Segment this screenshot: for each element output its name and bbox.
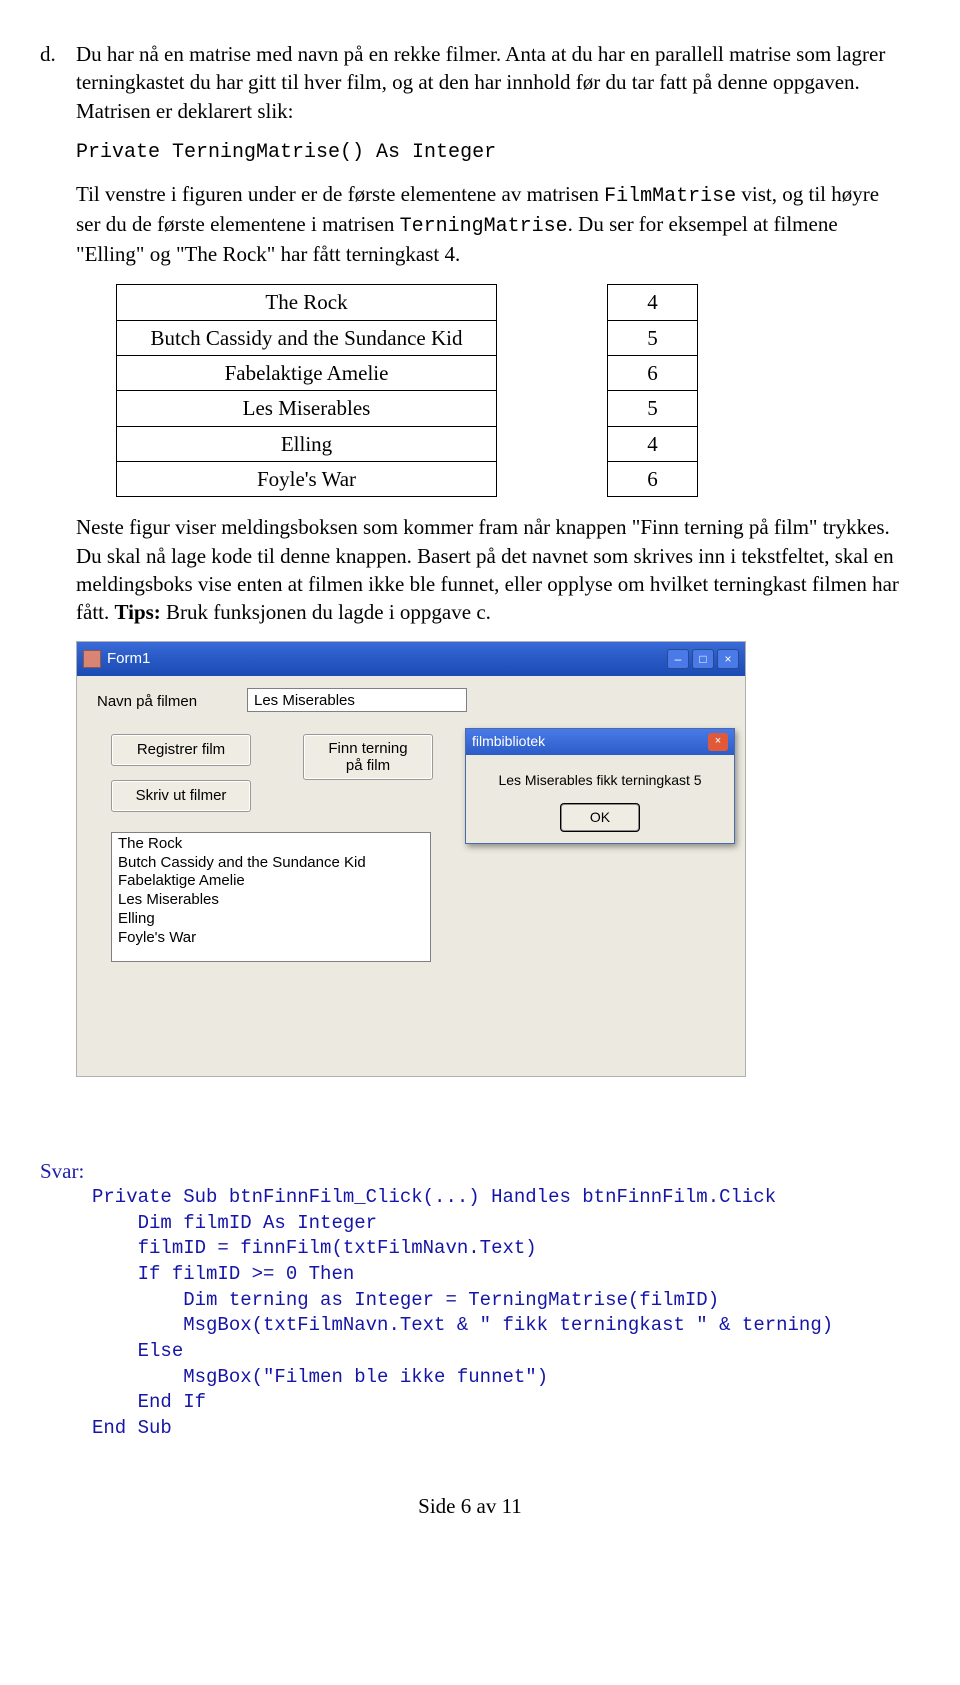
- code-line: If filmID >= 0 Then: [92, 1263, 354, 1285]
- question-content: Du har nå en matrise med navn på en rekk…: [76, 40, 900, 1087]
- table-row: 6: [608, 462, 698, 497]
- messagebox-title: filmbibliotek: [472, 732, 545, 751]
- rating-cell: 5: [608, 320, 698, 355]
- table-row: Foyle's War: [117, 462, 497, 497]
- film-table: The Rock Butch Cassidy and the Sundance …: [116, 284, 497, 497]
- table-row: 6: [608, 356, 698, 391]
- code-line: MsgBox(txtFilmNavn.Text &: [92, 1314, 480, 1336]
- code-line: Dim filmID As Integer: [92, 1212, 377, 1234]
- film-cell: Butch Cassidy and the Sundance Kid: [117, 320, 497, 355]
- list-item[interactable]: Foyle's War: [118, 929, 424, 948]
- code-line: Dim terning as Integer = TerningMatrise(…: [92, 1289, 719, 1311]
- film-cell: Foyle's War: [117, 462, 497, 497]
- film-cell: The Rock: [117, 285, 497, 320]
- answer-label: Svar:: [40, 1157, 900, 1185]
- code-line: filmID = finnFilm(txtFilmNavn.Text): [92, 1237, 537, 1259]
- rating-cell: 4: [608, 426, 698, 461]
- question-d: d. Du har nå en matrise med navn på en r…: [40, 40, 900, 1087]
- maximize-icon[interactable]: □: [692, 649, 714, 669]
- messagebox-body: Les Miserables fikk terningkast 5 OK: [466, 755, 734, 843]
- answer-code: Private Sub btnFinnFilm_Click(...) Handl…: [92, 1185, 900, 1441]
- film-name-input[interactable]: Les Miserables: [247, 688, 467, 712]
- code-line: ): [537, 1366, 548, 1388]
- window-buttons: – □ ×: [667, 649, 739, 669]
- code-line: Private Sub btnFinnFilm_Click(...) Handl…: [92, 1186, 776, 1208]
- app-icon: [83, 650, 101, 668]
- table-row: 5: [608, 391, 698, 426]
- question-marker: d.: [40, 40, 62, 1087]
- tables-row: The Rock Butch Cassidy and the Sundance …: [116, 284, 900, 497]
- rating-cell: 4: [608, 285, 698, 320]
- messagebox: filmbibliotek × Les Miserables fikk tern…: [465, 728, 735, 844]
- tips-label: Tips:: [114, 600, 160, 624]
- rating-cell: 6: [608, 356, 698, 391]
- title-bar: Form1 – □ ×: [77, 642, 745, 676]
- table-row: Les Miserables: [117, 391, 497, 426]
- messagebox-text: Les Miserables fikk terningkast 5: [478, 771, 722, 790]
- table-row: Butch Cassidy and the Sundance Kid: [117, 320, 497, 355]
- code-line: End If: [92, 1391, 206, 1413]
- film-cell: Fabelaktige Amelie: [117, 356, 497, 391]
- table-row: 5: [608, 320, 698, 355]
- list-item[interactable]: The Rock: [118, 835, 424, 854]
- register-film-button[interactable]: Registrer film: [111, 734, 251, 766]
- messagebox-titlebar: filmbibliotek ×: [466, 729, 734, 755]
- list-item[interactable]: Elling: [118, 910, 424, 929]
- list-item[interactable]: Fabelaktige Amelie: [118, 872, 424, 891]
- write-films-button[interactable]: Skriv ut filmer: [111, 780, 251, 812]
- title-left: Form1: [83, 649, 150, 669]
- film-listbox[interactable]: The Rock Butch Cassidy and the Sundance …: [111, 832, 431, 962]
- form1-window: Form1 – □ × Navn på filmen Les Miserable…: [76, 641, 746, 1077]
- code-line: End Sub: [92, 1417, 172, 1439]
- find-dice-l2: på film: [346, 757, 390, 774]
- para-2: Til venstre i figuren under er de første…: [76, 180, 900, 268]
- window-title: Form1: [107, 649, 150, 669]
- find-dice-l1: Finn terning: [328, 740, 407, 757]
- close-icon[interactable]: ×: [717, 649, 739, 669]
- minimize-icon[interactable]: –: [667, 649, 689, 669]
- table-row: The Rock: [117, 285, 497, 320]
- table-row: 4: [608, 285, 698, 320]
- page-footer: Side 6 av 11: [40, 1492, 900, 1520]
- code-string: " fikk terningkast ": [480, 1314, 708, 1336]
- rating-cell: 6: [608, 462, 698, 497]
- para-2a: Til venstre i figuren under er de første…: [76, 182, 604, 206]
- messagebox-ok-button[interactable]: OK: [561, 804, 639, 831]
- code-line: MsgBox(: [92, 1366, 263, 1388]
- table-row: Elling: [117, 426, 497, 461]
- code-declaration: Private TerningMatrise() As Integer: [76, 139, 900, 166]
- para-1: Du har nå en matrise med navn på en rekk…: [76, 40, 900, 125]
- para-3b: Bruk funksjonen du lagde i oppgave c.: [161, 600, 491, 624]
- inline-code-terningmatrise: TerningMatrise: [400, 215, 568, 238]
- para-3: Neste figur viser meldingsboksen som kom…: [76, 513, 900, 626]
- code-line: Else: [92, 1340, 183, 1362]
- list-item[interactable]: Butch Cassidy and the Sundance Kid: [118, 854, 424, 873]
- film-cell: Elling: [117, 426, 497, 461]
- form-body: Navn på filmen Les Miserables Registrer …: [77, 676, 745, 1076]
- code-line: & terning): [708, 1314, 833, 1336]
- table-row: 4: [608, 426, 698, 461]
- film-cell: Les Miserables: [117, 391, 497, 426]
- rating-cell: 5: [608, 391, 698, 426]
- find-dice-button[interactable]: Finn terning på film: [303, 734, 433, 781]
- messagebox-close-icon[interactable]: ×: [708, 733, 728, 751]
- inline-code-filmmatrise: FilmMatrise: [604, 185, 736, 208]
- rating-table: 4 5 6 5 4 6: [607, 284, 698, 497]
- table-row: Fabelaktige Amelie: [117, 356, 497, 391]
- code-string: "Filmen ble ikke funnet": [263, 1366, 537, 1388]
- label-filmnavn: Navn på filmen: [97, 692, 197, 712]
- list-item[interactable]: Les Miserables: [118, 891, 424, 910]
